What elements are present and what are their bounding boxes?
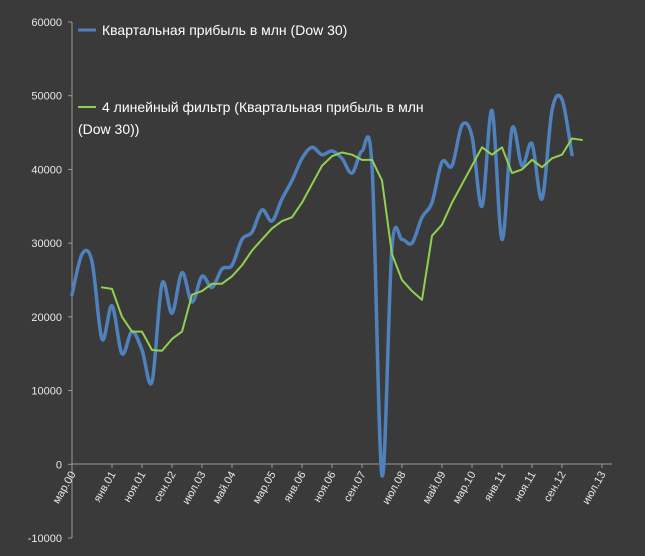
y-tick-label: 50000 [31, 91, 62, 103]
y-tick-label: 0 [56, 459, 62, 471]
y-tick-label: 40000 [31, 164, 62, 176]
y-tick-label: 20000 [31, 312, 62, 324]
legend-label-series-2-line: 4 линейный фильтр (Квартальная прибыль в… [102, 99, 424, 115]
series-line-2 [101, 137, 583, 352]
legend-label-series-1: Квартальная прибыль в млн (Dow 30) [102, 22, 347, 38]
legend: Квартальная прибыль в млн (Dow 30) 4 лин… [78, 22, 424, 137]
y-tick-label: -10000 [28, 533, 62, 545]
series-layer [70, 93, 583, 478]
legend-label-series-2: 4 линейный фильтр (Квартальная прибыль в… [78, 99, 424, 137]
y-tick-label: 10000 [31, 386, 62, 398]
series-line-1 [70, 93, 574, 478]
legend-label-series-2-line: (Dow 30)) [78, 121, 139, 137]
y-tick-label: 60000 [31, 17, 62, 29]
y-axis: -10000 0 10000 20000 30000 40000 50000 60000 [28, 17, 73, 545]
y-tick-label: 30000 [31, 238, 62, 250]
